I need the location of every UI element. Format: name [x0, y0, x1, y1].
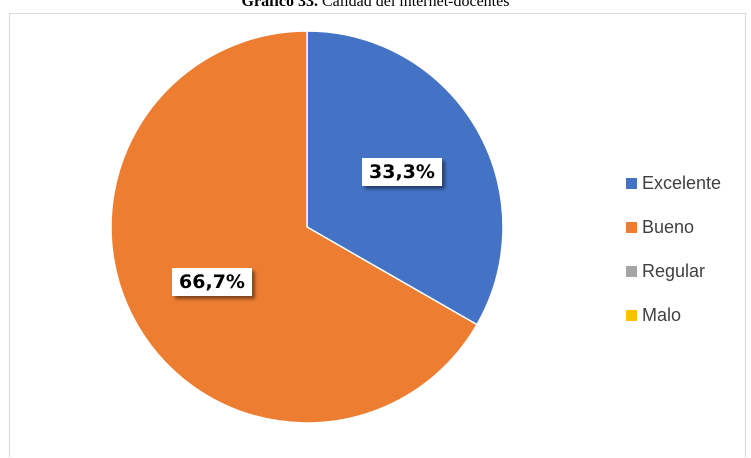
- pie-slice-bueno: [110, 30, 478, 424]
- legend-label: Malo: [642, 304, 682, 325]
- legend-item-regular: Regular: [626, 260, 721, 282]
- caption-number: Gráfico 33.: [241, 0, 318, 10]
- legend-item-excelente: Excelente: [626, 172, 721, 194]
- caption-text: Calidad del internet-docentes: [321, 0, 510, 10]
- legend-item-bueno: Bueno: [626, 216, 721, 238]
- legend-swatch: [626, 177, 637, 189]
- legend-swatch: [626, 265, 637, 277]
- legend-item-malo: Malo: [626, 304, 721, 326]
- legend-label: Regular: [642, 260, 706, 281]
- chart-caption: Gráfico 33. Calidad del internet-docente…: [0, 0, 751, 11]
- legend-swatch: [626, 309, 637, 321]
- data-label-excelente: 33,3%: [362, 158, 442, 187]
- legend: Excelente Bueno Regular Malo: [626, 172, 721, 348]
- legend-label: Bueno: [642, 216, 695, 237]
- legend-swatch: [626, 221, 637, 233]
- data-label-bueno: 66,7%: [172, 267, 252, 296]
- chart-area: 33,3% 66,7% Excelente Bueno Regular Malo: [9, 13, 746, 457]
- legend-label: Excelente: [642, 172, 722, 193]
